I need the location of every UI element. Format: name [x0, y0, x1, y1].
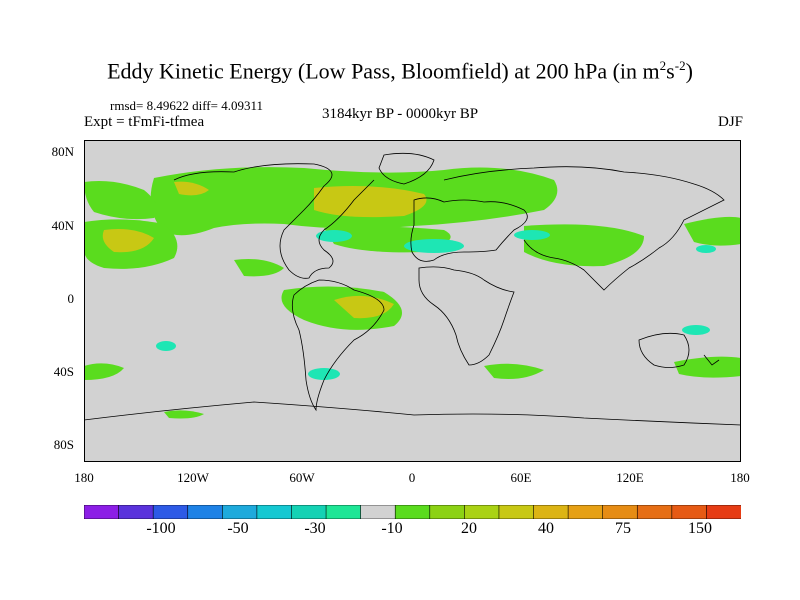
lat-label-40n: 40N — [51, 218, 74, 233]
lat-label-40s: 40S — [53, 364, 74, 379]
lat-label-80s: 80S — [53, 437, 74, 452]
lon-label-120w: 120W — [177, 470, 209, 485]
colorbar-swatch — [291, 505, 327, 519]
colorbar-label: 150 — [688, 520, 712, 537]
colorbar-swatch — [429, 505, 466, 519]
colorbar-swatch — [84, 505, 120, 519]
colorbar-swatch — [187, 505, 224, 519]
negative-anomaly-regions — [156, 230, 716, 380]
colorbar-swatch — [118, 505, 154, 519]
colorbar-swatch — [394, 505, 431, 519]
colorbar-swatch — [256, 505, 293, 519]
lon-label-60w: 60W — [289, 470, 315, 485]
colorbar-swatch — [360, 505, 397, 519]
period-label: 3184kyr BP - 0000kyr BP — [321, 106, 479, 122]
colorbar-label: -50 — [227, 520, 249, 537]
colorbar-swatch — [325, 505, 362, 519]
colorbar-swatch — [222, 505, 258, 519]
colorbar-swatch — [152, 505, 189, 519]
colorbar-label: 75 — [615, 520, 631, 537]
colorbar-label: -100 — [146, 520, 176, 537]
colorbar-swatch — [636, 505, 673, 519]
lon-label-60e: 60E — [510, 470, 532, 485]
colorbar — [84, 505, 741, 519]
lon-label-180w: 180 — [74, 470, 94, 485]
lon-label-180e: 180 — [730, 470, 750, 485]
colorbar-swatch — [706, 505, 741, 519]
lat-label-80n: 80N — [51, 144, 74, 159]
colorbar-swatch — [602, 505, 639, 519]
colorbar-swatch — [567, 505, 604, 519]
map-frame — [84, 140, 741, 462]
world-map — [84, 140, 741, 462]
colorbar-swatch — [464, 505, 500, 519]
colorbar-label: -10 — [381, 520, 403, 537]
positive-anomaly-regions — [84, 167, 741, 419]
colorbar-label: 40 — [538, 520, 554, 537]
lon-label-120e: 120E — [616, 470, 644, 485]
stats-text: rmsd= 8.49622 diff= 4.09311 — [110, 98, 263, 113]
experiment-label: Expt = tFmFi-tfmea — [84, 114, 205, 130]
season-label: DJF — [717, 114, 743, 130]
coastlines — [84, 152, 741, 426]
colorbar-label: -30 — [304, 520, 326, 537]
colorbar-swatch — [671, 505, 708, 519]
colorbar-swatch — [533, 505, 569, 519]
colorbar-label: 20 — [461, 520, 477, 537]
colorbar-swatch — [498, 505, 535, 519]
map-title: Eddy Kinetic Energy (Low Pass, Bloomfiel… — [107, 58, 693, 84]
lon-label-0: 0 — [408, 470, 416, 485]
lat-label-0: 0 — [67, 291, 75, 306]
